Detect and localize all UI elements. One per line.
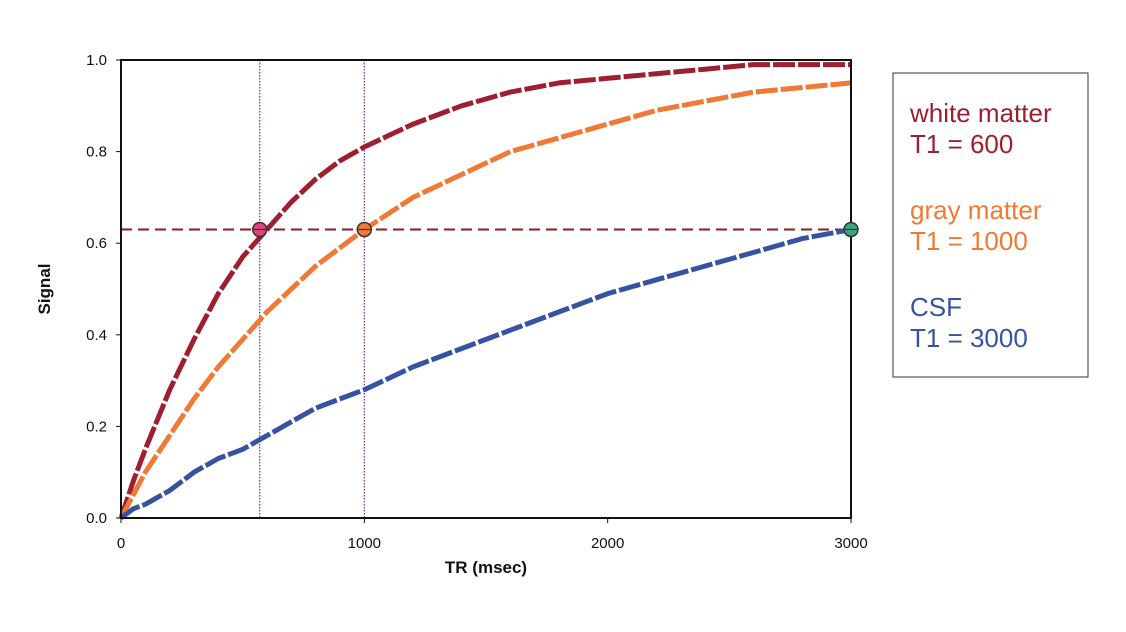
x-axis-title: TR (msec) [445, 558, 527, 577]
legend-series-t1: T1 = 600 [910, 129, 1013, 159]
x-tick-label: 2000 [591, 535, 624, 552]
plot-area-frame [120, 59, 852, 519]
legend-series-name: CSF [910, 292, 962, 322]
legend-series-name: gray matter [910, 195, 1042, 225]
legend-box [892, 72, 1089, 378]
y-axis-title: Signal [35, 263, 54, 314]
legend-series-t1: T1 = 1000 [910, 226, 1028, 256]
series-lines [118, 62, 852, 520]
x-tick-label: 1000 [348, 535, 381, 552]
y-tick-label: 0.6 [86, 235, 107, 252]
x-tick-label: 0 [117, 535, 125, 552]
legend-series-t1: T1 = 3000 [910, 323, 1028, 353]
legend-series-name: white matter [909, 98, 1052, 128]
intersection-markers [251, 221, 859, 238]
y-tick-label: 0.8 [86, 144, 107, 161]
y-tick-label: 0.2 [86, 418, 107, 435]
series-line-gray-matter [118, 80, 852, 520]
y-tick-label: 0.0 [86, 510, 107, 527]
x-axis-ticks: 0 1000 2000 3000 [117, 518, 868, 552]
y-axis-ticks: 0.0 0.2 0.4 0.6 0.8 1.0 [86, 52, 121, 527]
reference-lines [121, 60, 851, 518]
y-tick-label: 1.0 [86, 52, 107, 69]
y-tick-label: 0.4 [86, 327, 107, 344]
x-tick-label: 3000 [834, 535, 867, 552]
series-line-csf [119, 227, 852, 520]
series-line-white-matter [118, 62, 851, 519]
